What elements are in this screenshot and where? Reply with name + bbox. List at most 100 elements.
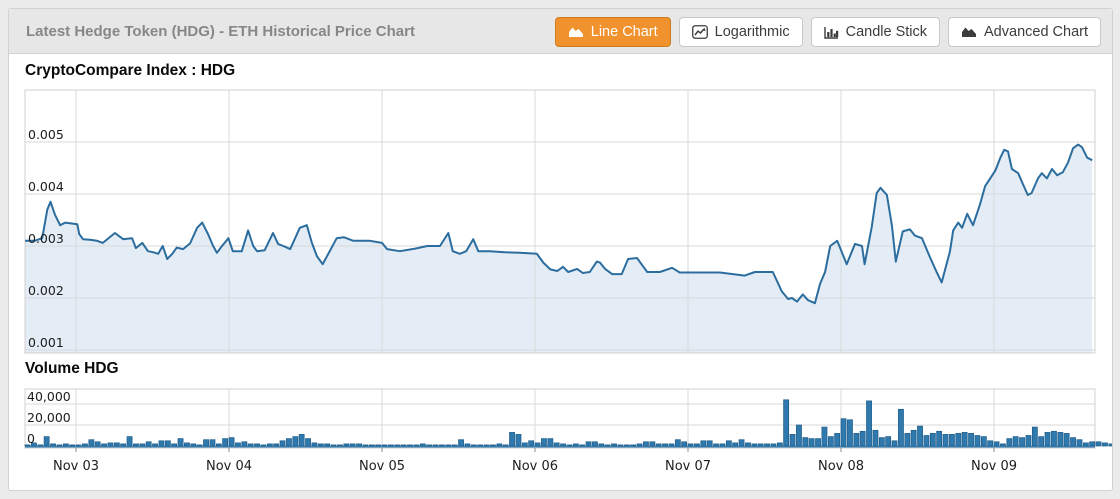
volume-bar <box>317 443 324 447</box>
volume-bar <box>311 442 318 447</box>
bar-chart-icon <box>823 26 839 39</box>
volume-bar <box>394 444 401 447</box>
x-axis-label: Nov 09 <box>971 459 1017 474</box>
volume-bar <box>528 440 535 447</box>
volume-bar <box>821 426 828 447</box>
volume-bar <box>636 443 643 447</box>
volume-bar <box>770 443 777 447</box>
volume-bar <box>94 441 101 447</box>
volume-bar <box>298 434 305 447</box>
x-axis-label: Nov 05 <box>359 459 405 474</box>
volume-bar <box>961 432 968 447</box>
volume-bar <box>56 444 63 447</box>
volume-bar <box>968 433 974 447</box>
page-title: Latest Hedge Token (HDG) - ETH Historica… <box>26 23 415 40</box>
volume-bar <box>235 442 241 447</box>
volume-bar <box>815 438 821 447</box>
volume-bar <box>827 436 834 447</box>
volume-bar <box>1000 443 1006 447</box>
volume-bar <box>426 444 433 447</box>
volume-bar <box>305 438 311 447</box>
volume-bar <box>88 439 95 447</box>
volume-bar <box>534 442 541 447</box>
volume-bar <box>1038 436 1045 447</box>
volume-bar <box>789 434 796 447</box>
volume-bar <box>62 443 69 447</box>
candle-stick-button[interactable]: Candle Stick <box>810 17 941 47</box>
volume-bar <box>611 443 617 447</box>
price-area <box>25 144 1093 353</box>
advanced-chart-button[interactable]: Advanced Chart <box>948 17 1101 47</box>
volume-bar <box>617 444 624 447</box>
volume-bar <box>203 439 209 447</box>
volume-bar <box>732 442 739 447</box>
line-chart-icon <box>691 25 708 39</box>
volume-bar <box>891 440 898 447</box>
volume-bar <box>783 399 790 447</box>
volume-y-axis-label: 0 <box>27 431 35 446</box>
volume-bar <box>381 444 388 447</box>
logarithmic-button-label: Logarithmic <box>714 24 790 40</box>
price-y-axis-label: 0.002 <box>28 283 64 298</box>
price-line <box>25 143 1093 305</box>
volume-bar <box>598 443 605 447</box>
volume-bar <box>113 442 120 447</box>
volume-bar <box>579 444 586 447</box>
volume-bar <box>464 443 471 447</box>
x-axis-label: Nov 06 <box>512 459 558 474</box>
chart-content: 0.005 0.004 0.003 0.002 0.001 40,000 20,000 0 No… <box>9 55 1112 490</box>
volume-bar <box>158 440 165 447</box>
volume-bar <box>955 433 962 447</box>
volume-bar <box>993 441 1000 447</box>
volume-bar <box>1108 443 1112 447</box>
volume-bar <box>796 424 802 447</box>
volume-bar <box>674 439 681 447</box>
logarithmic-button[interactable]: Logarithmic <box>678 17 803 47</box>
volume-bar <box>126 436 133 447</box>
line-chart-button[interactable]: Line Chart <box>554 17 671 47</box>
volume-bar <box>139 443 146 447</box>
volume-bar <box>37 444 44 447</box>
volume-bar <box>1025 435 1032 447</box>
volume-bar <box>260 444 267 447</box>
volume-bar <box>623 444 630 447</box>
price-y-axis-label: 0.003 <box>28 231 64 246</box>
volume-bar <box>375 444 382 447</box>
volume-bar <box>802 437 809 447</box>
volume-bar <box>43 436 50 447</box>
price-and-volume-chart: 0.005 0.004 0.003 0.002 0.001 40,000 20,000 0 No… <box>24 89 1112 474</box>
volume-bar <box>330 444 337 447</box>
volume-bar <box>241 441 248 447</box>
volume-bar <box>808 438 815 447</box>
area-chart-icon <box>568 26 584 38</box>
volume-y-axis-label: 40,000 <box>27 389 71 404</box>
volume-bar <box>184 442 190 447</box>
volume-bar <box>458 439 464 447</box>
volume-bar <box>776 442 783 447</box>
volume-bar <box>1057 432 1064 447</box>
volume-bar <box>541 438 547 447</box>
volume-bar <box>604 444 611 447</box>
volume-bar <box>1044 432 1051 447</box>
volume-bar <box>878 437 885 447</box>
volume-bar <box>521 442 528 447</box>
volume-bar <box>152 443 158 447</box>
volume-bar <box>757 443 764 447</box>
volume-y-axis-label: 20,000 <box>27 410 71 425</box>
volume-bar <box>502 444 509 447</box>
volume-bar <box>1095 441 1102 447</box>
price-y-axis-label: 0.005 <box>28 127 64 142</box>
volume-bar <box>1006 438 1013 447</box>
volume-bar <box>681 441 688 447</box>
volume-bar <box>400 444 407 447</box>
volume-bar <box>929 433 936 447</box>
volume-bar <box>1063 433 1070 447</box>
volume-bar <box>706 440 713 447</box>
volume-bar <box>266 443 273 447</box>
volume-bar <box>50 443 56 447</box>
volume-bar <box>553 442 560 447</box>
area-chart-icon <box>961 26 977 38</box>
volume-bar <box>566 444 573 447</box>
volume-bar <box>853 433 860 447</box>
volume-bar <box>107 442 114 447</box>
